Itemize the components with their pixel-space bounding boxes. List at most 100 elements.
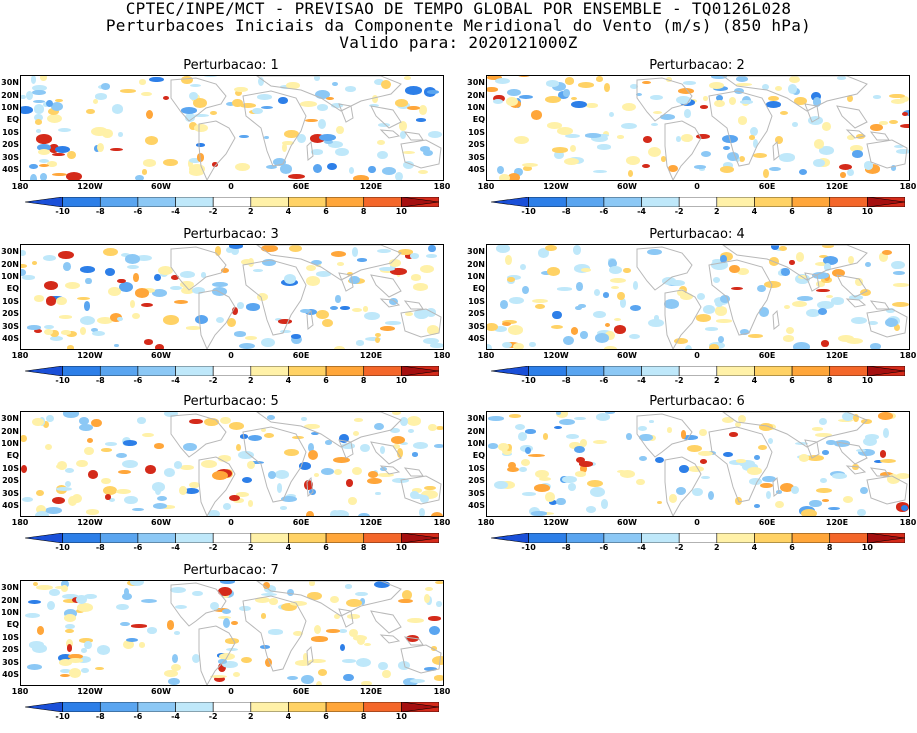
wind-anomaly-patch xyxy=(738,459,755,468)
wind-anomaly-patch xyxy=(301,674,314,685)
wind-anomaly-patch xyxy=(78,423,94,432)
wind-anomaly-patch xyxy=(225,102,236,107)
wind-anomaly-patch xyxy=(284,129,299,138)
wind-anomaly-patch xyxy=(364,642,372,647)
wind-anomaly-patch xyxy=(596,76,603,82)
wind-anomaly-patch xyxy=(410,494,426,499)
wind-anomaly-patch xyxy=(347,613,360,619)
wind-anomaly-patch xyxy=(389,427,400,434)
wind-anomaly-patch xyxy=(376,139,385,145)
wind-anomaly-patch xyxy=(280,506,287,510)
wind-anomaly-patch xyxy=(388,297,399,306)
wind-anomaly-patch xyxy=(104,494,112,501)
wind-anomaly-patch xyxy=(66,330,77,337)
wind-anomaly-patch xyxy=(632,280,639,290)
wind-anomaly-patch xyxy=(260,106,273,110)
wind-anomaly-patch xyxy=(333,345,346,349)
lon-tick-label: 0 xyxy=(228,518,234,527)
wind-anomaly-patch xyxy=(363,311,381,321)
wind-anomaly-patch xyxy=(223,618,231,629)
wind-anomaly-patch xyxy=(428,245,436,253)
wind-anomaly-patch xyxy=(703,305,716,314)
wind-anomaly-patch xyxy=(812,97,821,107)
wind-anomaly-patch xyxy=(508,325,523,335)
wind-anomaly-patch xyxy=(86,437,93,443)
wind-anomaly-patch xyxy=(506,466,519,473)
wind-anomaly-patch xyxy=(528,454,546,458)
lat-tick-label: 40S xyxy=(2,670,19,679)
lat-tick-label: 30N xyxy=(1,78,19,87)
wind-anomaly-patch xyxy=(200,460,218,469)
colorbar-swatch xyxy=(491,366,529,376)
wind-anomaly-patch xyxy=(723,162,733,169)
wind-anomaly-patch xyxy=(635,93,642,97)
wind-anomaly-patch xyxy=(62,599,79,604)
colorbar-swatch xyxy=(867,197,905,207)
wind-anomaly-patch xyxy=(892,270,905,275)
wind-anomaly-patch xyxy=(556,497,566,506)
wind-anomaly-patch xyxy=(378,661,389,671)
colorbar-label: -2 xyxy=(208,712,218,721)
colorbar-swatch xyxy=(678,366,718,376)
wind-anomaly-patch xyxy=(652,110,663,114)
wind-anomaly-patch xyxy=(605,330,615,341)
continent-outline xyxy=(198,456,236,516)
colorbar-label: -8 xyxy=(561,376,571,385)
wind-anomaly-patch xyxy=(562,335,574,346)
wind-anomaly-patch xyxy=(65,628,75,634)
colorbar-swatch xyxy=(829,366,868,376)
wind-anomaly-patch xyxy=(653,315,659,321)
wind-anomaly-patch xyxy=(239,103,257,109)
wind-anomaly-patch xyxy=(709,82,725,90)
wind-anomaly-patch xyxy=(141,169,147,175)
wind-anomaly-patch xyxy=(290,334,302,340)
colorbar-swatch xyxy=(250,197,289,207)
wind-anomaly-patch xyxy=(604,83,610,92)
wind-anomaly-patch xyxy=(433,444,443,449)
wind-anomaly-patch xyxy=(417,169,429,174)
lat-tick-label: 20N xyxy=(467,427,485,436)
wind-anomaly-patch xyxy=(663,299,680,309)
figure-title-line2: Perturbacoes Iniciais da Componente Meri… xyxy=(105,16,812,35)
colorbar-label: -4 xyxy=(171,712,180,721)
colorbar-label: 6 xyxy=(323,207,329,216)
lat-tick-label: 40S xyxy=(2,501,19,510)
colorbar-label: 8 xyxy=(826,543,833,552)
wind-anomaly-patch xyxy=(374,422,385,430)
wind-anomaly-patch xyxy=(831,268,846,277)
continent-outline xyxy=(866,139,908,169)
continent-outline xyxy=(198,120,236,180)
wind-anomaly-patch xyxy=(508,461,517,469)
wind-anomaly-patch xyxy=(162,158,178,167)
colorbar-label: -4 xyxy=(637,207,646,216)
wind-anomaly-patch xyxy=(406,415,422,426)
wind-anomaly-patch xyxy=(401,590,413,601)
wind-anomaly-patch xyxy=(687,465,704,473)
wind-anomaly-patch xyxy=(80,315,96,325)
wind-anomaly-patch xyxy=(648,419,654,423)
wind-anomaly-patch xyxy=(348,628,358,638)
continent-outline xyxy=(379,465,424,477)
wind-anomaly-patch xyxy=(494,480,509,490)
wind-anomaly-patch xyxy=(239,134,249,138)
wind-anomaly-patch xyxy=(122,639,135,649)
lon-tick-label: 60W xyxy=(617,351,637,360)
wind-anomaly-patch xyxy=(281,142,287,152)
colorbar-label: 2 xyxy=(248,376,254,385)
lat-tick-label: 10S xyxy=(468,128,485,137)
wind-anomaly-patch xyxy=(578,82,594,88)
wind-anomaly-patch xyxy=(92,98,98,104)
wind-anomaly-patch xyxy=(817,300,835,309)
wind-anomaly-patch xyxy=(355,657,372,668)
wind-anomaly-patch xyxy=(268,598,279,605)
wind-anomaly-patch xyxy=(326,629,340,633)
wind-anomaly-patch xyxy=(330,510,341,516)
lon-tick-label: 180 xyxy=(11,182,29,191)
wind-anomaly-patch xyxy=(434,581,443,585)
wind-anomaly-patch xyxy=(584,133,601,138)
wind-anomaly-patch xyxy=(367,471,378,479)
wind-anomaly-patch xyxy=(397,249,414,255)
wind-anomaly-patch xyxy=(669,494,678,503)
wind-anomaly-patch xyxy=(691,487,704,497)
wind-anomaly-patch xyxy=(601,499,609,509)
